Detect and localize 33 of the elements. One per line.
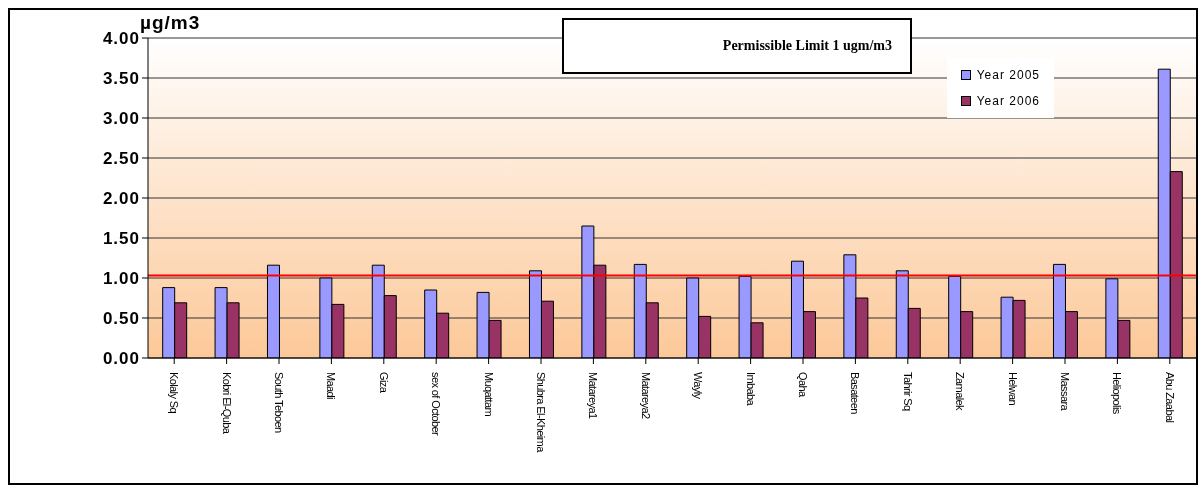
text-box: Permissible Limit 1 ugm/m3 bbox=[562, 18, 912, 74]
x-tick-label: Giza bbox=[377, 372, 390, 394]
x-tick-label: Helwan bbox=[1006, 372, 1019, 406]
x-tick-label: South Teboen bbox=[273, 372, 285, 433]
y-tick-label: 3.50 bbox=[102, 69, 140, 89]
x-tick-label: Basateen bbox=[849, 372, 862, 415]
x-tick-label: Shubra El-Kheima bbox=[535, 372, 547, 454]
x-tick-label: Wayly bbox=[692, 372, 705, 400]
x-tick-label: Abu Zaabal bbox=[1163, 372, 1176, 423]
x-tick-label: Muqattam bbox=[482, 372, 495, 417]
x-tick-label: Imbaba bbox=[744, 372, 757, 407]
y-axis-title: µg/m3 bbox=[140, 12, 201, 34]
legend-label: Year 2006 bbox=[976, 94, 1040, 108]
y-tick-label: 4.00 bbox=[102, 29, 140, 49]
x-tick-label: Maadi bbox=[325, 372, 338, 400]
y-tick-label: 1.00 bbox=[102, 269, 140, 289]
x-tick-label: Kobri El-Quba bbox=[220, 372, 233, 435]
y-tick-label: 1.50 bbox=[102, 229, 140, 249]
x-tick-label: Matareya1 bbox=[587, 372, 600, 420]
x-tick-label: Heliopolis bbox=[1111, 372, 1124, 415]
y-tick-label: 0.00 bbox=[102, 349, 140, 369]
x-tick-label: Zamalek bbox=[954, 372, 967, 412]
y-tick-label: 0.50 bbox=[102, 309, 140, 329]
x-tick-label: Massara bbox=[1059, 372, 1071, 412]
y-tick-label: 2.00 bbox=[102, 189, 140, 209]
legend-label: Year 2005 bbox=[976, 68, 1040, 82]
y-tick-label: 2.50 bbox=[102, 149, 140, 169]
x-tick-label: Kolaly Sq bbox=[168, 372, 181, 414]
x-tick-label: Tahrir Sq bbox=[901, 372, 914, 412]
y-tick-label: 3.00 bbox=[102, 109, 140, 129]
x-tick-label: Qaha bbox=[797, 372, 809, 398]
x-tick-label: sex of October bbox=[430, 372, 443, 437]
x-tick-label: Matareya2 bbox=[639, 372, 652, 420]
